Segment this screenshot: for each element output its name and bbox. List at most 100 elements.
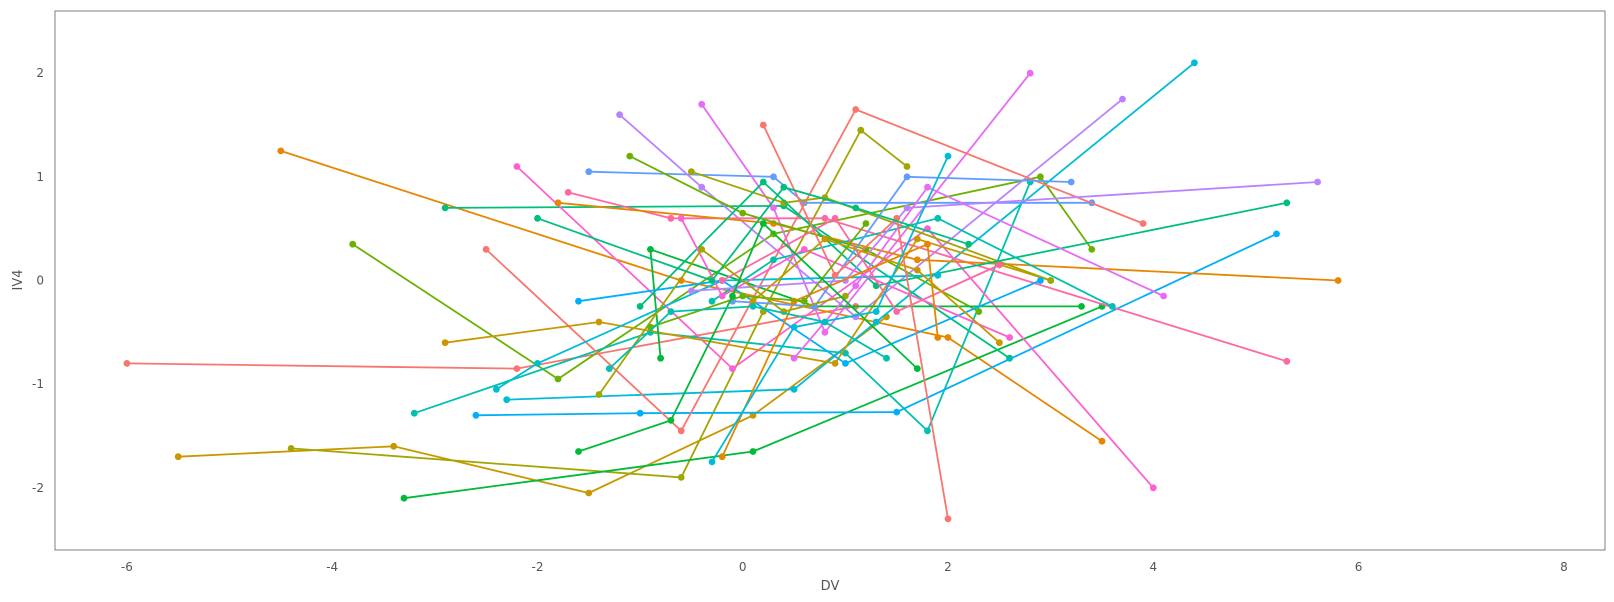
data-point: [934, 271, 942, 279]
data-point: [1078, 303, 1085, 310]
data-point: [975, 308, 983, 315]
data-point: [1283, 199, 1291, 207]
y-tick-label: -2: [32, 481, 44, 495]
plot-frame: [54, 10, 1606, 551]
data-point: [647, 246, 654, 253]
data-point: [677, 427, 685, 435]
data-point: [554, 375, 562, 383]
series-8: [410, 178, 1034, 435]
data-point: [944, 152, 952, 160]
data-point: [1283, 357, 1291, 365]
data-point: [831, 214, 839, 222]
series-line: [711, 155, 949, 463]
data-point: [944, 515, 952, 523]
data-point: [770, 204, 777, 212]
data-point: [944, 334, 952, 341]
data-point: [862, 220, 870, 227]
data-point: [729, 292, 736, 300]
data-point: [667, 417, 675, 424]
data-point: [759, 178, 767, 186]
data-point: [636, 409, 644, 417]
data-point: [349, 240, 357, 248]
data-point: [1334, 277, 1342, 284]
series-30: [718, 214, 1003, 315]
data-point: [759, 220, 767, 227]
data-point: [410, 409, 418, 417]
data-point: [934, 214, 942, 222]
series-line: [762, 124, 949, 520]
data-point: [924, 427, 931, 435]
data-point: [821, 328, 829, 336]
data-point: [821, 235, 829, 243]
data-point: [287, 445, 295, 452]
data-point: [277, 147, 285, 155]
data-point: [893, 308, 901, 315]
series-line: [567, 191, 1288, 363]
series-line: [721, 217, 1000, 313]
data-point: [893, 408, 901, 416]
x-tick-label: 6: [1355, 560, 1363, 574]
data-point: [400, 494, 408, 502]
data-point: [493, 385, 500, 393]
data-point: [852, 106, 860, 113]
series-15: [564, 189, 1291, 365]
data-point: [913, 365, 921, 372]
data-point: [1037, 277, 1044, 284]
data-point: [996, 339, 1003, 347]
series-line: [691, 170, 1052, 282]
data-point: [924, 240, 931, 248]
data-point: [780, 183, 788, 191]
series-line: [495, 274, 938, 391]
data-point: [770, 256, 777, 264]
series-37: [534, 183, 972, 284]
data-point: [718, 277, 726, 284]
data-point: [708, 277, 716, 284]
data-point: [1026, 69, 1034, 77]
data-point: [554, 199, 562, 207]
data-point: [729, 365, 736, 372]
data-point: [913, 256, 921, 264]
data-point: [924, 183, 931, 191]
data-point: [585, 168, 593, 176]
data-point: [749, 448, 757, 455]
data-point: [913, 235, 921, 243]
series-39: [708, 152, 952, 466]
data-point: [739, 292, 747, 300]
series-line: [650, 222, 867, 328]
y-tick-label: 2: [36, 66, 44, 80]
data-point: [1314, 178, 1321, 186]
data-point: [585, 489, 593, 497]
series-line: [680, 217, 1010, 339]
data-point: [482, 246, 490, 253]
series-38: [605, 303, 890, 372]
data-point: [934, 334, 942, 341]
data-point: [872, 318, 880, 326]
data-point: [564, 189, 572, 196]
x-tick-label: 0: [739, 560, 747, 574]
data-point: [857, 126, 865, 134]
data-point: [636, 303, 644, 310]
data-point: [965, 240, 972, 248]
x-tick-label: -4: [326, 560, 338, 574]
series-line: [475, 233, 1277, 417]
series-line: [700, 72, 1031, 335]
series-line: [588, 170, 1092, 204]
data-point: [1047, 277, 1055, 284]
series-13: [698, 69, 1034, 336]
data-point: [913, 266, 921, 274]
data-point: [1006, 334, 1013, 341]
data-point: [575, 448, 582, 455]
data-point: [780, 199, 788, 207]
series-22: [636, 178, 1291, 310]
y-axis-title: IV4: [11, 270, 26, 291]
data-point: [749, 297, 757, 305]
series-36: [575, 220, 921, 455]
data-point: [441, 339, 449, 347]
data-point: [626, 152, 634, 160]
data-point: [605, 365, 613, 372]
data-point: [688, 287, 695, 295]
data-point: [718, 453, 726, 461]
data-point: [677, 474, 685, 481]
data-point: [1088, 246, 1096, 253]
